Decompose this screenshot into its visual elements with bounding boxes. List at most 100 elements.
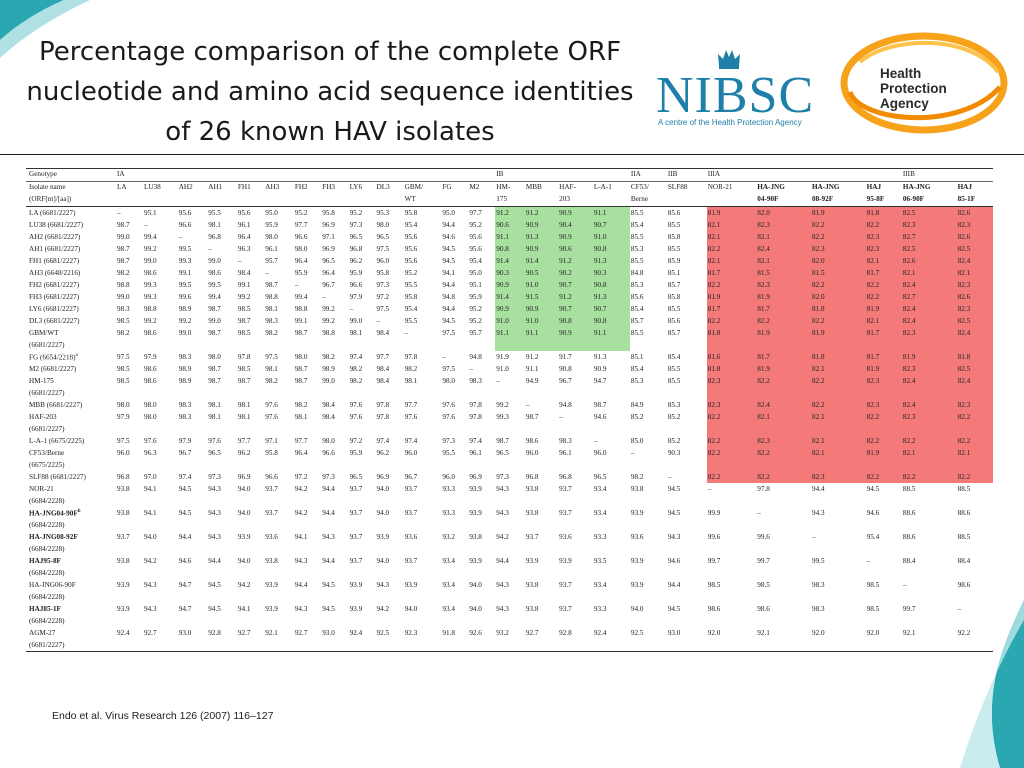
value-cell: 82.2 <box>865 219 902 231</box>
value-cell: 92.1 <box>902 629 916 637</box>
value-cell-empty <box>178 459 208 471</box>
value-cell-empty <box>593 495 630 507</box>
value-cell-empty <box>495 567 525 579</box>
value-cell-empty <box>178 387 208 399</box>
value-cell: 82.6 <box>901 255 957 267</box>
value-cell: 98.7 <box>593 401 607 409</box>
value-cell: 97.3 <box>376 281 390 289</box>
value-cell-empty <box>236 639 265 652</box>
value-cell: 81.9 <box>706 291 757 303</box>
value-cell: 82.4 <box>956 327 993 339</box>
value-cell: 99.3 <box>178 257 192 265</box>
value-cell: 98.4 <box>322 401 335 409</box>
value-cell-empty <box>404 339 442 351</box>
column-header: HAJ <box>866 183 882 191</box>
table-row: DL3 (6681/2227) 98.5 99.2 99.2 99.0 98.7 98.3 9… <box>26 315 993 327</box>
value-cell: 82.2 <box>756 471 811 483</box>
value-cell: 97.5 <box>117 353 130 361</box>
column-header-cont <box>524 194 559 207</box>
value-cell: 93.4 <box>593 581 607 589</box>
value-cell: 98.5 <box>237 305 251 313</box>
value-cell: 94.4 <box>322 509 335 517</box>
value-cell: 94.5 <box>667 485 681 493</box>
value-cell: 81.7 <box>756 351 811 363</box>
value-cell-empty <box>495 591 525 603</box>
value-cell-empty <box>348 639 376 652</box>
value-cell: 97.6 <box>143 437 157 445</box>
value-cell: 82.6 <box>956 206 993 219</box>
value-cell-empty <box>630 339 667 351</box>
value-cell: 85.5 <box>667 221 681 229</box>
value-cell: 85.4 <box>667 353 681 361</box>
value-cell: 85.5 <box>667 245 681 253</box>
column-header: NOR-21 <box>707 183 733 191</box>
value-cell-empty <box>404 459 442 471</box>
value-cell: 81.7 <box>706 303 757 315</box>
value-cell: 98.7 <box>237 377 251 385</box>
value-cell-empty <box>441 543 468 555</box>
value-cell: 82.2 <box>901 471 957 483</box>
value-cell: 93.9 <box>469 557 482 565</box>
value-cell: 95.2 <box>294 209 308 217</box>
value-cell-empty <box>865 423 902 435</box>
value-cell-empty <box>956 639 993 652</box>
value-cell: 90.6 <box>558 243 593 255</box>
value-cell: 82.5 <box>901 206 957 219</box>
table-row: FH1 (6681/2227) 98.7 99.0 99.3 99.0 – 95.7 96.4… <box>26 255 993 267</box>
value-cell: 82.3 <box>865 243 902 255</box>
value-cell: 98.7 <box>294 377 308 385</box>
value-cell: 82.5 <box>901 243 957 255</box>
value-cell: 99.0 <box>143 257 157 265</box>
value-cell-empty <box>376 543 404 555</box>
value-cell-empty <box>667 591 707 603</box>
value-cell: 92.7 <box>143 629 157 637</box>
value-cell-empty <box>558 339 593 351</box>
value-cell-empty <box>143 387 178 399</box>
value-cell-empty <box>441 387 468 399</box>
value-cell: 99.1 <box>178 269 192 277</box>
value-cell-empty <box>593 543 630 555</box>
value-cell: 93.6 <box>559 533 572 541</box>
value-cell: – <box>866 557 871 565</box>
value-cell: 85.3 <box>630 245 644 253</box>
column-header: HAF- <box>559 183 576 191</box>
value-cell: 96.9 <box>469 473 482 481</box>
value-cell: 82.2 <box>810 231 866 243</box>
value-cell: 96.0 <box>376 257 390 265</box>
value-cell: 93.9 <box>117 605 130 613</box>
table-row: HA-JNG06-90F 93.9 94.3 94.7 94.5 94.2 93.9 94.4… <box>26 579 993 591</box>
value-cell: 93.4 <box>593 509 607 517</box>
value-cell: 95.9 <box>349 449 363 457</box>
value-cell: 93.0 <box>667 629 681 637</box>
value-cell: 93.6 <box>630 533 644 541</box>
table-row-sub: (6681/2227) <box>26 423 993 435</box>
value-cell: 95.7 <box>469 329 482 337</box>
value-cell-empty <box>264 543 294 555</box>
value-cell: 85.5 <box>667 305 681 313</box>
value-cell: 82.2 <box>956 411 993 423</box>
value-cell: 95.6 <box>404 257 418 265</box>
value-cell: 95.6 <box>404 245 418 253</box>
column-header-cont <box>293 194 322 207</box>
value-cell-empty <box>756 339 811 351</box>
isolate-orf-cell: (6684/2228) <box>29 569 65 577</box>
value-cell: 93.9 <box>525 557 539 565</box>
value-cell: 82.7 <box>901 291 957 303</box>
value-cell: 97.7 <box>237 437 251 445</box>
value-cell: 94.5 <box>178 509 192 517</box>
value-cell: 82.3 <box>756 435 811 447</box>
value-cell: 99.0 <box>208 257 221 265</box>
value-cell: 98.0 <box>117 401 130 409</box>
value-cell: 93.9 <box>630 509 644 517</box>
value-cell-empty <box>707 495 757 507</box>
value-cell-empty <box>441 495 468 507</box>
value-cell: 96.1 <box>469 449 482 457</box>
value-cell: 93.9 <box>237 533 251 541</box>
column-header: HA-JNG <box>902 183 931 191</box>
value-cell: 96.0 <box>117 449 130 457</box>
value-cell: 82.2 <box>810 399 866 411</box>
value-cell: 94.1 <box>143 509 157 517</box>
value-cell: 98.9 <box>178 305 192 313</box>
value-cell: 94.4 <box>322 557 335 565</box>
isolate-name-cell: HA-JNG08-92F <box>29 533 78 541</box>
